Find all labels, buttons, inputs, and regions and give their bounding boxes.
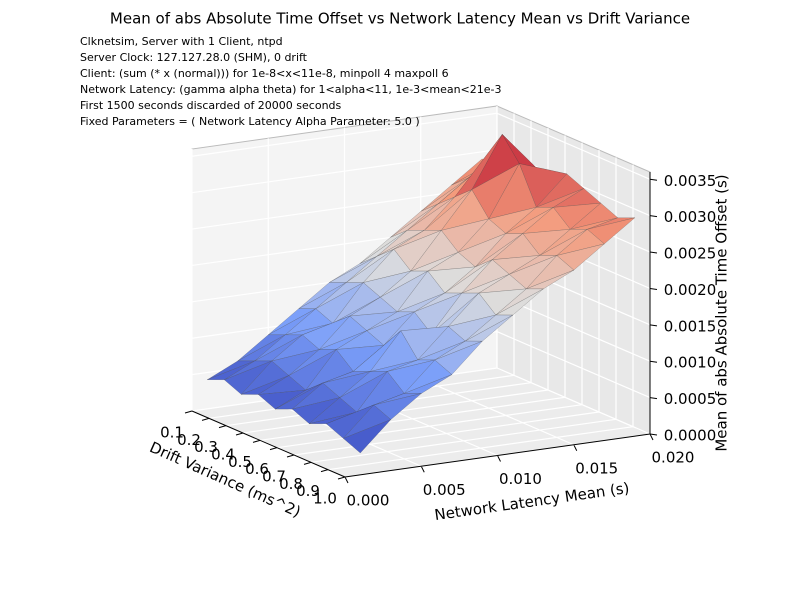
grid-line <box>310 418 617 463</box>
z-tick-label: 0.0025 <box>664 245 717 263</box>
z-tick-label: 0.0005 <box>664 390 717 408</box>
grid-line <box>191 149 498 194</box>
tick-mark <box>218 425 227 429</box>
tick-mark <box>573 444 578 451</box>
z-tick-label: 0.0015 <box>664 317 717 335</box>
tick-mark <box>420 466 425 473</box>
subtitle-line: Network Latency: (gamma alpha theta) for… <box>80 83 502 96</box>
y-tick-label: 0.9 <box>296 482 320 500</box>
z-tick-label: 0.0035 <box>664 172 717 190</box>
subtitle-line: Client: (sum (* x (normal))) for 1e-8<x<… <box>80 67 449 80</box>
subtitle-line: Fixed Parameters = ( Network Latency Alp… <box>80 115 420 128</box>
tick-mark <box>201 417 210 421</box>
grid-line <box>191 112 498 157</box>
tick-mark <box>649 251 658 254</box>
chart-title: Mean of abs Absolute Time Offset vs Netw… <box>110 10 690 28</box>
tick-mark <box>497 455 501 462</box>
z-tick-label: 0.0010 <box>664 354 717 372</box>
subtitle-line: First 1500 seconds discarded of 20000 se… <box>80 99 342 112</box>
tick-mark <box>303 461 312 465</box>
grid-line <box>496 367 651 435</box>
tick-mark <box>649 178 658 181</box>
subtitle-line: Server Clock: 127.127.28.0 (SHM), 0 drif… <box>80 51 308 64</box>
z-tick-label: 0.0020 <box>664 281 717 299</box>
tick-mark <box>649 324 658 327</box>
y-tick-label: 0.4 <box>211 446 235 464</box>
grid-line <box>496 112 651 180</box>
tick-mark <box>269 447 278 451</box>
grid-line <box>259 396 566 441</box>
z-tick-label: 0.0030 <box>664 208 717 226</box>
tick-mark <box>649 215 658 218</box>
tick-mark <box>649 397 658 400</box>
subtitle-line: Clknetsim, Server with 1 Client, ntpd <box>80 35 283 48</box>
surface-facet <box>343 419 391 454</box>
x-tick-label: 0.010 <box>499 470 542 488</box>
y-tick-label: 0.1 <box>160 424 184 442</box>
x-tick-label: 0.000 <box>347 492 390 510</box>
x-axis-line <box>344 433 651 478</box>
grid-line <box>420 378 574 446</box>
y-axis-line <box>191 410 346 478</box>
grid-line <box>327 426 634 471</box>
surface <box>207 134 635 454</box>
grid-line <box>276 404 583 449</box>
tick-mark <box>649 433 658 436</box>
tick-mark <box>649 360 658 363</box>
grid-line <box>496 331 651 399</box>
tick-mark <box>337 476 346 480</box>
x-tick-label: 0.020 <box>652 449 695 467</box>
y-tick-label: 0.3 <box>194 438 218 456</box>
grid-line <box>293 411 600 456</box>
y-tick-label: 0.6 <box>245 460 269 478</box>
y-tick-label: 1.0 <box>313 490 337 508</box>
z-tick-label: 0.0000 <box>664 427 717 445</box>
tick-mark <box>649 287 658 290</box>
y-tick-label: 0.5 <box>228 453 252 471</box>
y-tick-label: 0.2 <box>177 431 201 449</box>
z-axis-label: Mean of abs Absolute Time Offset (s) <box>713 174 731 451</box>
tick-mark <box>252 439 261 443</box>
tick-mark <box>235 432 244 436</box>
tick-mark <box>344 476 349 484</box>
y-tick-label: 0.8 <box>279 475 303 493</box>
y-tick-label: 0.7 <box>262 468 286 486</box>
labels: 0.000 0.005 0.010 0.015 0.020 0.10.20.30.40.5… <box>160 172 716 510</box>
tick-mark <box>184 410 193 414</box>
tick-mark <box>649 433 654 441</box>
tick-mark <box>286 454 295 458</box>
tick-mark <box>320 469 329 473</box>
x-tick-label: 0.005 <box>423 481 466 499</box>
x-tick-label: 0.015 <box>575 459 618 477</box>
